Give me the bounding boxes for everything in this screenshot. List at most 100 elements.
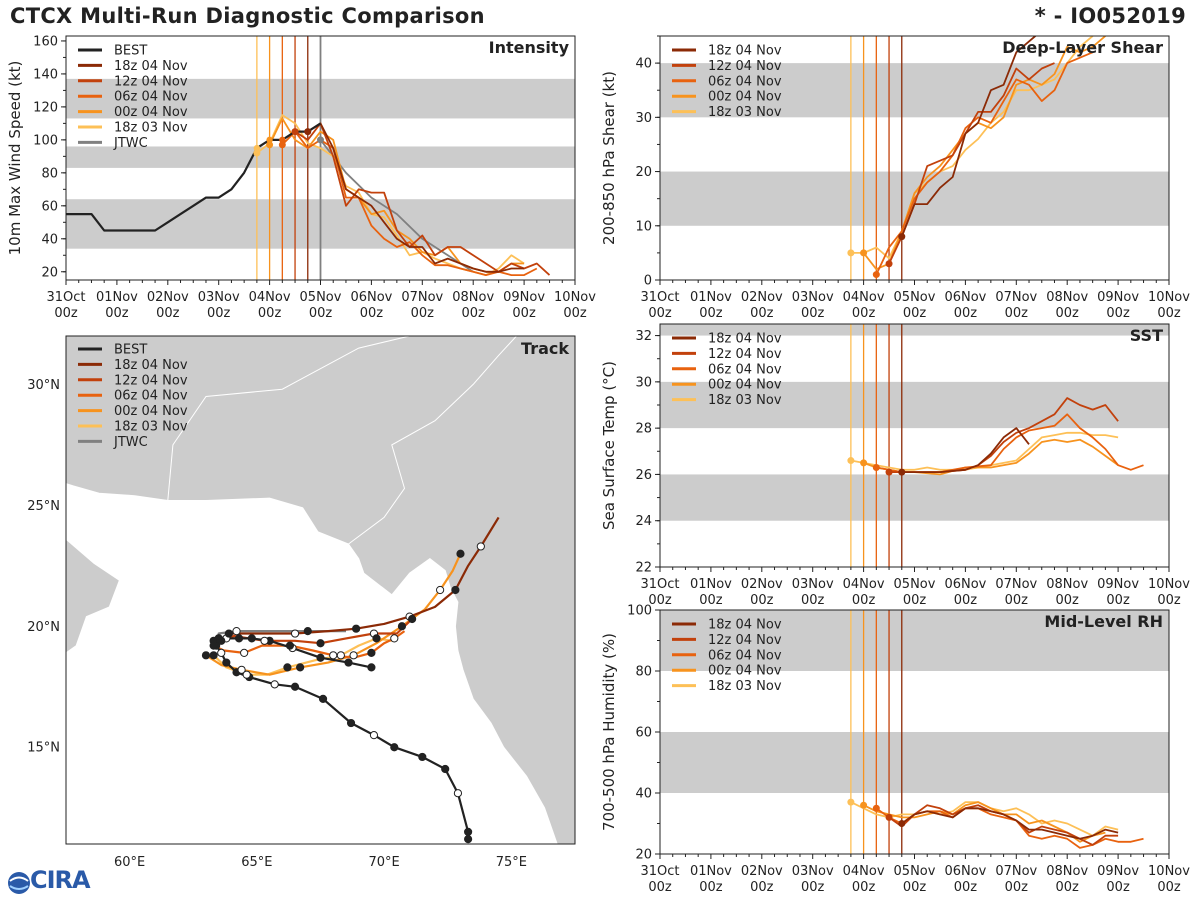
track-point-best [346,718,356,728]
start-marker-sst-12z-04-nov [885,468,893,476]
ytick-label-shear: 30 [635,111,652,126]
ytick-label-intensity: 20 [41,265,58,280]
track-point-18z-03-nov [209,651,218,660]
legend-label-track-18z-03-nov: 18z 03 Nov [114,420,188,435]
xtick-label-shear: 03Nov 00z [792,290,834,321]
ytick-label-shear: 40 [635,57,652,72]
ylabel-rh: 700-500 hPa Humidity (%) [600,633,618,831]
start-marker-intensity-18z-04-nov [304,128,312,136]
xtick-label-rh: 04Nov 00z [843,864,885,895]
ytick-label-track: 25°N [27,499,60,514]
xtick-label-intensity: 08Nov 00z [452,290,494,321]
xtick-label-intensity: 10Nov 00z [554,290,596,321]
track-point-06z-04-nov [329,651,338,660]
legend-label-intensity-best: BEST [114,44,147,59]
chart-sst: 22 24 26 28 30 32 31Oct 00z 01Nov 00z 02Nov 00z 03No… [600,323,1190,608]
legend-label-rh-18z-03-nov: 18z 03 Nov [708,679,782,694]
track-point-jtwc [232,627,241,636]
xtick-label-sst: 01Nov 00z [690,577,732,608]
panel-title-sst: SST [1130,326,1163,345]
track-point-best [344,658,353,667]
chart-rh: 20 40 60 80 100 31Oct 00z 01Nov 00z 02Nov 00z 03Nov… [600,604,1190,896]
legend-label-sst-18z-03-nov: 18z 03 Nov [708,393,782,408]
legend-label-rh-18z-04-nov: 18z 04 Nov [708,618,782,633]
xtick-label-sst: 05Nov 00z [894,577,936,608]
legend-label-track-00z-04-nov: 00z 04 Nov [114,404,188,419]
track-point-best [222,658,231,667]
track-point-06z-04-nov [285,641,295,650]
globe-icon [8,872,30,894]
track-point-best [453,789,463,798]
legend-label-shear-18z-04-nov: 18z 04 Nov [708,44,782,59]
xtick-label-sst: 08Nov 00z [1046,577,1088,608]
panel-title-rh: Mid-Level RH [1044,612,1163,631]
xtick-label-sst: 09Nov 00z [1097,577,1139,608]
xtick-label-sst: 07Nov 00z [995,577,1037,608]
band-rh-0 [660,732,1169,793]
ylabel-sst: Sea Surface Temp (°C) [600,361,618,530]
ytick-label-shear: 0 [644,274,652,289]
track-point-best [270,680,279,689]
ytick-label-intensity: 60 [41,199,58,214]
panel-title-intensity: Intensity [489,38,570,57]
xtick-label-sst: 06Nov 00z [944,577,986,608]
start-marker-intensity-06z-04-nov [278,141,286,149]
xtick-label-rh: 02Nov 00z [741,864,783,895]
track-point-00z-04-nov [201,651,211,660]
track-point-jtwc [303,627,312,636]
track-point-best [367,663,376,672]
border-iran-pakistan [167,336,410,501]
track-point-06z-04-nov [390,634,399,643]
start-marker-rh-06z-04-nov [872,804,880,812]
xtick-label-shear: 01Nov 00z [690,290,732,321]
ytick-label-shear: 10 [635,219,652,234]
best-init-marker [253,144,261,152]
band-rh-1 [660,610,1169,671]
xtick-label-shear: 31Oct 00z [640,290,679,321]
start-marker-shear-18z-04-nov [898,233,906,241]
legend-label-intensity-18z-04-nov: 18z 04 Nov [114,59,188,74]
storm-id: * - IO052019 [1034,4,1186,28]
xtick-label-rh: 07Nov 00z [995,864,1037,895]
track-point-18z-03-nov [336,651,345,660]
ytick-label-rh: 100 [627,604,652,619]
start-marker-intensity-12z-04-nov [291,128,299,136]
xtick-label-rh: 01Nov 00z [690,864,732,895]
xtick-label-track: 65°E [241,855,272,870]
track-point-best [318,694,328,703]
track-point-best [441,764,450,774]
start-marker-shear-12z-04-nov [885,260,893,268]
track-point-best [316,653,325,662]
xtick-label-rh: 06Nov 00z [944,864,986,895]
ytick-label-intensity: 160 [33,34,58,49]
legend-label-track-jtwc: JTWC [113,435,148,450]
ytick-label-intensity: 100 [33,133,58,148]
xtick-label-shear: 02Nov 00z [741,290,783,321]
track-point-12z-04-nov [260,636,269,645]
start-marker-shear-00z-04-nov [860,249,868,257]
legend-label-shear-18z-03-nov: 18z 03 Nov [708,105,782,120]
xtick-label-sst: 03Nov 00z [792,577,834,608]
start-marker-intensity-00z-04-nov [266,141,274,149]
xtick-label-track: 75°E [496,855,527,870]
track-point-best [290,682,300,691]
track-point-jtwc [214,634,223,643]
track-point-18z-04-nov [476,542,485,551]
track-point-best [418,752,427,762]
legend-label-intensity-12z-04-nov: 12z 04 Nov [114,74,188,89]
ytick-label-intensity: 120 [33,100,58,115]
track-point-00z-04-nov [296,663,305,672]
chart-intensity: 20 40 60 80 100 120 140 160 31Oct 00z 01Nov 00z 02No… [6,34,596,321]
xtick-label-track: 70°E [368,855,399,870]
track-point-18z-04-nov [224,629,233,638]
legend-label-sst-06z-04-nov: 06z 04 Nov [708,362,782,377]
band-sst-1 [660,381,1169,429]
legend-label-rh-06z-04-nov: 06z 04 Nov [708,648,782,663]
xtick-label-rh: 05Nov 00z [894,864,936,895]
series-shear-06z-04-nov [875,51,1094,275]
plot-area-rh [660,610,1169,854]
xtick-label-track: 60°E [114,855,145,870]
legend-label-intensity-18z-03-nov: 18z 03 Nov [114,121,188,136]
track-point-06z-04-nov [209,641,218,650]
track-point-18z-03-nov [372,634,381,643]
